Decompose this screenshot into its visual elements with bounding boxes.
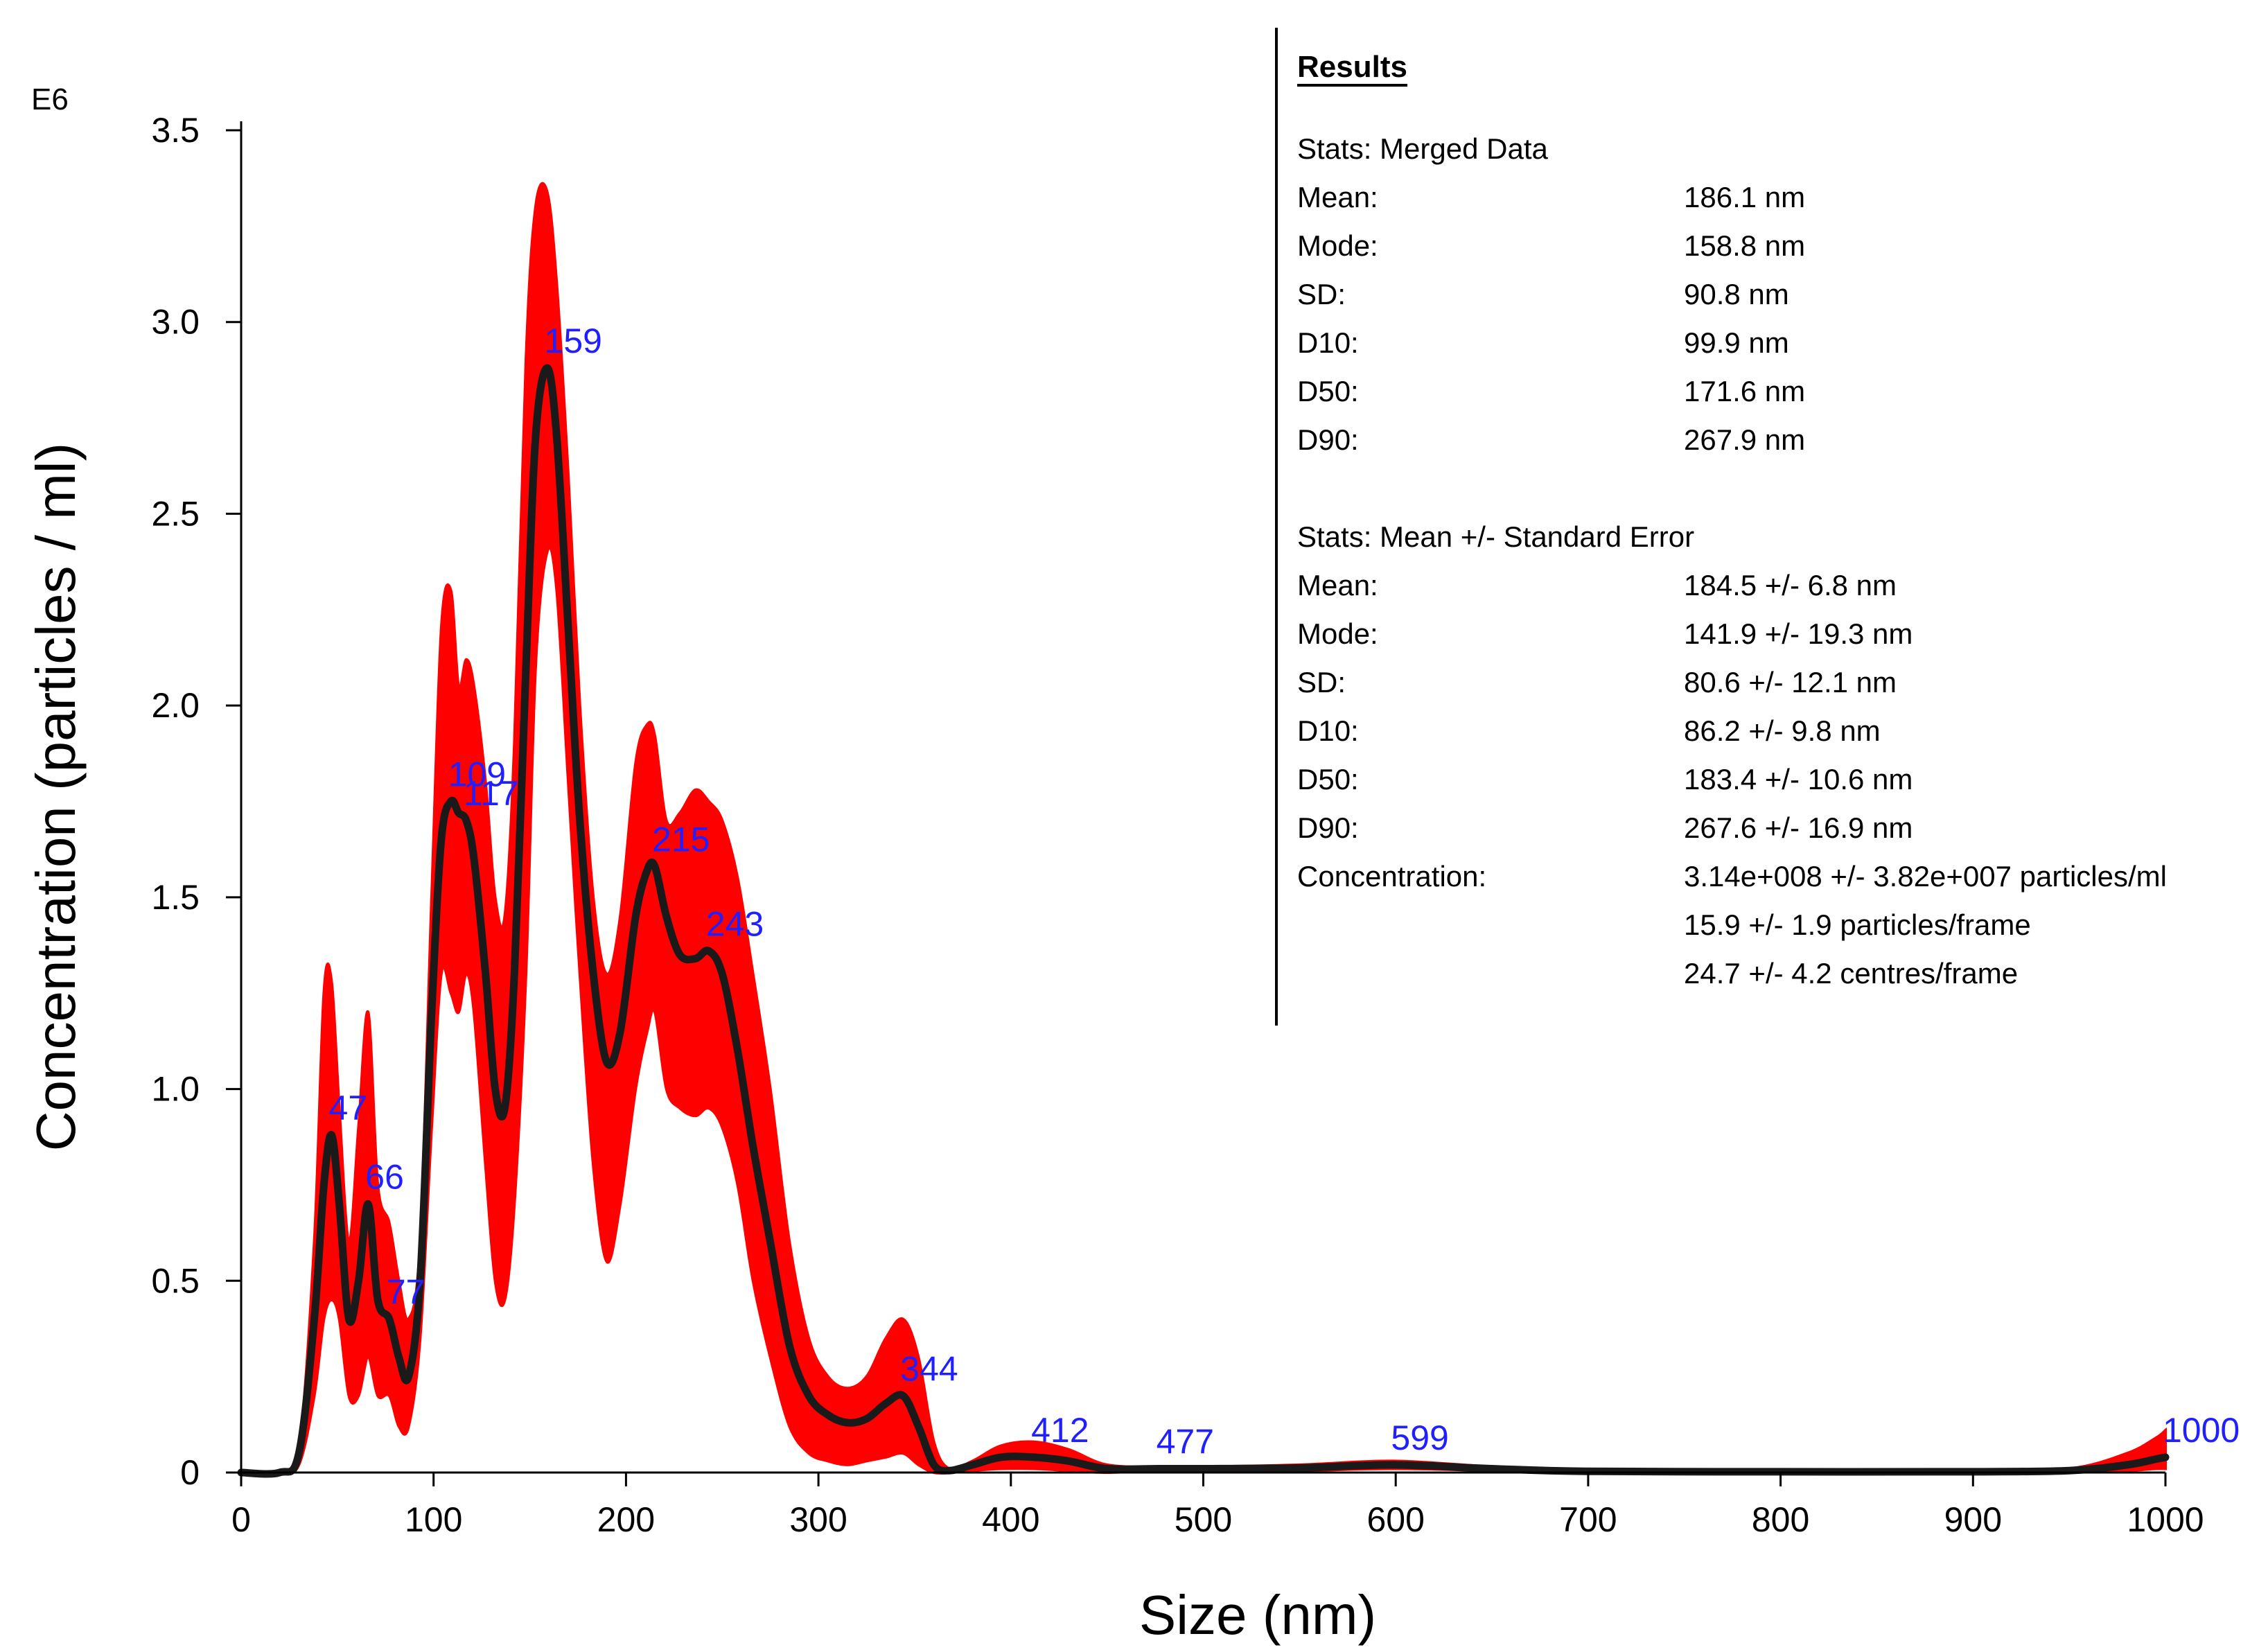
y-tick-label: 3.5: [151, 111, 200, 150]
stat-label: SD:: [1297, 278, 1346, 310]
stat-value: 90.8 nm: [1684, 278, 1789, 310]
y-tick-label: 0.5: [151, 1261, 200, 1300]
mean-se-stat-row: 15.9 +/- 1.9 particles/frame: [1297, 901, 2267, 949]
stat-label: D90:: [1297, 423, 1359, 456]
merged-stat-row: D10: 99.9 nm: [1297, 319, 2267, 367]
stat-value: 80.6 +/- 12.1 nm: [1684, 666, 1897, 698]
stat-label: Mean:: [1297, 181, 1378, 213]
stat-label: D10:: [1297, 326, 1359, 359]
x-tick-label: 300: [789, 1500, 847, 1539]
merged-stats-heading: Stats: Merged Data: [1297, 132, 1548, 165]
merged-stat-row: Mean: 186.1 nm: [1297, 173, 2267, 222]
peak-label: 47: [329, 1089, 368, 1127]
mean-se-stat-row: D10: 86.2 +/- 9.8 nm: [1297, 707, 2267, 755]
stat-value: 158.8 nm: [1684, 229, 1806, 262]
mean-se-stats-list: Mean: 184.5 +/- 6.8 nm Mode: 141.9 +/- 19.…: [1297, 561, 2267, 998]
x-tick-label: 800: [1752, 1500, 1809, 1539]
stat-value: 267.6 +/- 16.9 nm: [1684, 811, 1913, 844]
x-tick-label: 1000: [2127, 1500, 2204, 1539]
stat-value: 99.9 nm: [1684, 326, 1789, 359]
y-tick-label: 1.0: [151, 1070, 200, 1109]
x-tick-label: 400: [982, 1500, 1039, 1539]
peak-label: 412: [1031, 1411, 1089, 1450]
peak-label: 1000: [2163, 1411, 2240, 1450]
stat-label: Mode:: [1297, 229, 1378, 262]
y-tick-label: 2.0: [151, 686, 200, 725]
stat-label: D90:: [1297, 811, 1359, 844]
stat-value: 183.4 +/- 10.6 nm: [1684, 763, 1913, 796]
x-tick-label: 100: [405, 1500, 462, 1539]
stat-value: 3.14e+008 +/- 3.82e+007 particles/ml: [1684, 860, 2167, 893]
exponent-label: E6: [31, 82, 69, 116]
stat-label: Mode:: [1297, 617, 1378, 650]
stat-label: D50:: [1297, 375, 1359, 407]
merged-stats-list: Mean: 186.1 nm Mode: 158.8 nm SD: 90.8 nm D…: [1297, 173, 2267, 464]
stat-label: D10:: [1297, 714, 1359, 747]
peak-label: 215: [652, 820, 710, 859]
tick-layer: 0 100 200 300 400 500 600 700 800 900 1000 0 0.5 1.0 1…: [151, 111, 2204, 1539]
peak-label: 117: [464, 774, 519, 813]
x-tick-label: 200: [597, 1500, 655, 1539]
mean-series-line: [237, 364, 2170, 1478]
x-tick-label: 600: [1366, 1500, 1424, 1539]
merged-stat-row: D50: 171.6 nm: [1297, 367, 2267, 416]
peak-label: 344: [900, 1349, 958, 1388]
y-tick-label: 3.0: [151, 303, 200, 342]
merged-stat-row: Mode: 158.8 nm: [1297, 222, 2267, 270]
x-axis-title: Size (nm): [1139, 1584, 1376, 1646]
stat-value: 267.9 nm: [1684, 423, 1806, 456]
peak-label: 159: [545, 322, 602, 360]
x-tick-label: 0: [231, 1500, 251, 1539]
mean-line-layer: [237, 364, 2170, 1478]
y-axis-title: Concentration (particles / ml): [25, 443, 87, 1152]
stat-label: SD:: [1297, 666, 1346, 698]
stat-label: D50:: [1297, 763, 1359, 796]
stat-value: 141.9 +/- 19.3 nm: [1684, 617, 1913, 650]
stat-label: Concentration:: [1297, 860, 1487, 893]
stat-value: 24.7 +/- 4.2 centres/frame: [1684, 957, 2019, 990]
stat-value: 15.9 +/- 1.9 particles/frame: [1684, 908, 2031, 941]
peak-label: 477: [1157, 1422, 1214, 1461]
peak-label: 66: [365, 1158, 404, 1197]
stat-value: 184.5 +/- 6.8 nm: [1684, 569, 1897, 601]
merged-stat-row: D90: 267.9 nm: [1297, 416, 2267, 464]
peak-label: 109: [448, 755, 506, 794]
mean-se-stat-row: Mean: 184.5 +/- 6.8 nm: [1297, 561, 2267, 610]
section-spacer: [1297, 464, 2267, 513]
mean-se-stat-row: Concentration: 3.14e+008 +/- 3.82e+007 pa…: [1297, 852, 2267, 901]
x-tick-label: 500: [1175, 1500, 1232, 1539]
mean-se-stat-row: 24.7 +/- 4.2 centres/frame: [1297, 949, 2267, 998]
mean-se-stat-row: SD: 80.6 +/- 12.1 nm: [1297, 658, 2267, 707]
stat-value: 186.1 nm: [1684, 181, 1806, 213]
mean-se-stat-row: D50: 183.4 +/- 10.6 nm: [1297, 755, 2267, 804]
x-tick-label: 700: [1559, 1500, 1617, 1539]
stat-label: [1297, 949, 1684, 998]
merged-stat-row: SD: 90.8 nm: [1297, 270, 2267, 319]
results-panel: Results Stats: Merged Data Mean: 186.1 nm…: [1275, 28, 2267, 1026]
mean-se-stat-row: Mode: 141.9 +/- 19.3 nm: [1297, 610, 2267, 658]
y-tick-label: 1.5: [151, 878, 200, 917]
stat-label: Mean:: [1297, 569, 1378, 601]
peak-label: 77: [387, 1273, 425, 1312]
stat-value: 171.6 nm: [1684, 375, 1806, 407]
y-tick-label: 2.5: [151, 494, 200, 533]
peak-label: 243: [706, 904, 764, 943]
stat-value: 86.2 +/- 9.8 nm: [1684, 714, 1881, 747]
y-tick-label: 0: [180, 1453, 200, 1492]
peak-label: 599: [1391, 1418, 1448, 1457]
results-title: Results: [1297, 50, 1407, 84]
mean-se-heading: Stats: Mean +/- Standard Error: [1297, 520, 1695, 553]
stat-label: [1297, 901, 1684, 949]
x-tick-label: 900: [1944, 1500, 2002, 1539]
mean-se-stat-row: D90: 267.6 +/- 16.9 nm: [1297, 804, 2267, 852]
